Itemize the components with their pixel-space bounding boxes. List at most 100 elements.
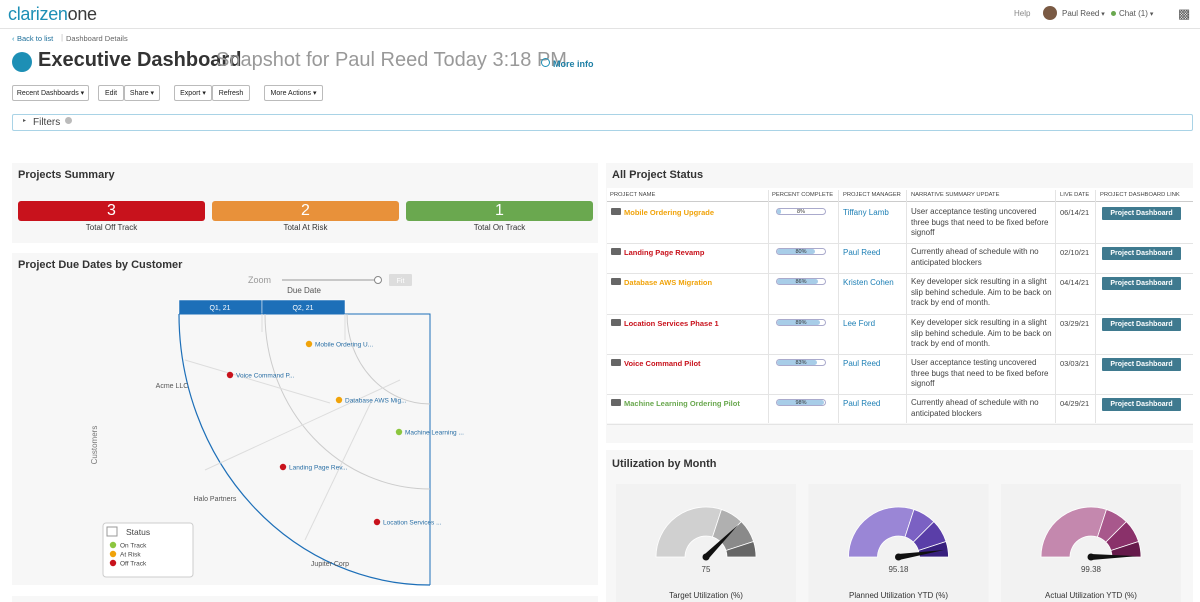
- header-rule: [607, 201, 1193, 202]
- progress-label: 83%: [795, 360, 807, 366]
- column-header: PROJECT MANAGER: [843, 192, 901, 198]
- filters-label[interactable]: Filters: [33, 117, 61, 128]
- inner-arc: [346, 313, 431, 405]
- project-label[interactable]: Database AWS Mig...: [345, 398, 407, 405]
- live-date: 03/03/21: [1060, 359, 1090, 368]
- logo[interactable]: clarizenone: [8, 4, 97, 25]
- legend-label: Off Track: [120, 561, 147, 568]
- manager-link[interactable]: Paul Reed: [843, 359, 881, 368]
- column-header: PERCENT COMPLETE: [772, 192, 834, 198]
- legend-toggle[interactable]: [106, 526, 118, 537]
- project-marker[interactable]: [395, 428, 403, 436]
- zoom-knob[interactable]: [374, 276, 382, 284]
- manager-link[interactable]: Lee Ford: [843, 319, 876, 328]
- gauge-value: 99.38: [1081, 565, 1102, 574]
- column-divider: [838, 190, 839, 423]
- row-rule: [607, 314, 1193, 315]
- project-label[interactable]: Landing Page Rev...: [289, 465, 348, 472]
- dashboard-button[interactable]: Project Dashboard: [1102, 398, 1181, 411]
- row-rule: [607, 273, 1193, 274]
- back-link[interactable]: Back to list: [17, 34, 54, 43]
- quarter-label: Q1, 21: [209, 305, 230, 312]
- fit-label: Fit: [397, 278, 405, 285]
- summary-text: User acceptance testing uncovered three …: [911, 358, 1049, 389]
- row-rule: [607, 394, 1193, 395]
- dashboard-button[interactable]: Project Dashboard: [1102, 318, 1181, 331]
- project-name[interactable]: Database AWS Migration: [624, 278, 713, 287]
- logo-brand: clarizen: [8, 4, 68, 24]
- toolbar-button[interactable]: Recent Dashboards: [12, 85, 89, 101]
- column-divider: [906, 190, 907, 423]
- project-marker[interactable]: [279, 463, 287, 471]
- project-marker[interactable]: [373, 518, 381, 526]
- manager-link[interactable]: Kristen Cohen: [843, 278, 894, 287]
- project-label[interactable]: Location Services ...: [383, 520, 442, 527]
- filters-caret: ▸: [23, 118, 27, 124]
- gauge-hub: [702, 553, 710, 561]
- progress-fill: [777, 249, 816, 254]
- status-label: Total Off Track: [85, 223, 138, 232]
- legend-swatch: [109, 550, 117, 558]
- dashboard-button[interactable]: Project Dashboard: [1102, 247, 1181, 260]
- toolbar-button[interactable]: More Actions: [264, 85, 323, 101]
- chat-icon[interactable]: ▩: [1178, 6, 1191, 21]
- progress-track: [776, 208, 826, 215]
- row-rule: [607, 424, 1193, 425]
- briefcase-icon: [611, 208, 621, 215]
- back-arrow[interactable]: ‹: [12, 34, 15, 43]
- summary-text: Currently ahead of schedule with no anti…: [911, 247, 1039, 267]
- gauge-needle: [1090, 554, 1137, 560]
- dashboard-button[interactable]: Project Dashboard: [1102, 358, 1181, 371]
- project-marker[interactable]: [335, 396, 343, 404]
- x-axis-title: Due Date: [287, 286, 321, 295]
- project-name[interactable]: Location Services Phase 1: [624, 319, 719, 328]
- user-menu[interactable]: Paul Reed: [1062, 9, 1105, 18]
- project-marker[interactable]: [305, 340, 313, 348]
- panel-title: Utilization by Month: [612, 458, 717, 470]
- toolbar-button[interactable]: Share: [124, 85, 160, 101]
- live-date: 04/29/21: [1060, 399, 1090, 408]
- project-name[interactable]: Mobile Ordering Upgrade: [624, 208, 715, 217]
- manager-link[interactable]: Paul Reed: [843, 248, 881, 257]
- project-name[interactable]: Machine Learning Ordering Pilot: [624, 399, 740, 408]
- legend-swatch: [109, 541, 117, 549]
- status-count: 2: [212, 201, 399, 221]
- progress-label: 86%: [795, 279, 807, 285]
- quarter-label: Q2, 21: [292, 305, 313, 312]
- toolbar-button[interactable]: Edit: [98, 85, 124, 101]
- filters-info: [65, 117, 72, 124]
- row-rule: [607, 354, 1193, 355]
- manager-link[interactable]: Tiffany Lamb: [843, 208, 889, 217]
- gauge-band: [725, 541, 757, 558]
- help-link[interactable]: Help: [1014, 9, 1031, 18]
- progress-fill: [777, 360, 817, 365]
- status-label: Total On Track: [473, 223, 526, 232]
- project-name[interactable]: Voice Command Pilot: [624, 359, 701, 368]
- manager-link[interactable]: Paul Reed: [843, 399, 881, 408]
- toolbar-button[interactable]: Refresh: [212, 85, 250, 101]
- chat-menu[interactable]: Chat (1): [1119, 9, 1153, 18]
- project-label[interactable]: Mobile Ordering U...: [315, 342, 373, 349]
- project-label[interactable]: Machine Learning ...: [405, 430, 464, 437]
- gauge-card: [1001, 484, 1181, 602]
- chat-status: [1111, 11, 1116, 16]
- gauge-band: [655, 506, 722, 558]
- column-header: NARRATIVE SUMMARY UPDATE: [911, 192, 1000, 198]
- filters-bar[interactable]: [12, 114, 1193, 131]
- toolbar-button[interactable]: Export: [174, 85, 212, 101]
- project-marker[interactable]: [226, 371, 234, 379]
- column-header: LIVE DATE: [1060, 192, 1090, 198]
- column-divider: [1055, 190, 1056, 423]
- summary-text: Key developer sick resulting in a slight…: [911, 318, 1052, 349]
- grid-line: [184, 359, 331, 404]
- fit-button[interactable]: [389, 274, 412, 286]
- status-count: 3: [18, 201, 205, 221]
- project-name[interactable]: Landing Page Revamp: [624, 248, 705, 257]
- project-label[interactable]: Voice Command P...: [236, 373, 295, 380]
- separator: |: [61, 33, 64, 42]
- dashboard-button[interactable]: Project Dashboard: [1102, 277, 1181, 290]
- avatar[interactable]: [1043, 6, 1057, 20]
- dashboard-button[interactable]: Project Dashboard: [1102, 207, 1181, 220]
- more-info-link[interactable]: More info: [553, 59, 594, 69]
